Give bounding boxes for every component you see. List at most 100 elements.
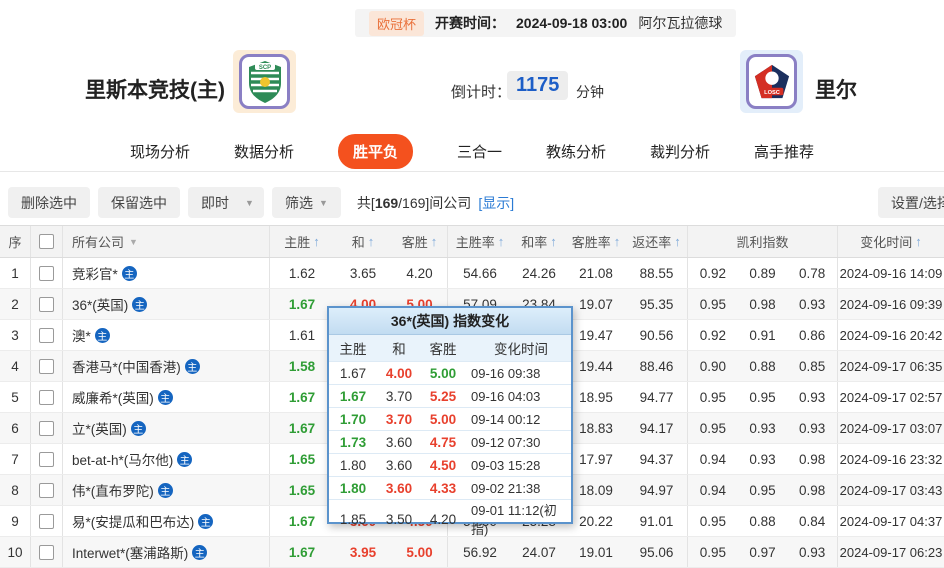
popup-change-time: 09-16 04:03 bbox=[471, 388, 541, 404]
company-cell: 伟*(直布罗陀) 主 bbox=[63, 475, 270, 505]
league-badge: 欧冠杯 bbox=[369, 10, 425, 36]
row-checkbox[interactable] bbox=[39, 389, 54, 405]
popup-odds-draw: 3.70 bbox=[385, 411, 413, 427]
kelly-away: 0.93 bbox=[799, 296, 826, 312]
settings-select-button[interactable]: 设置/选择 bbox=[878, 187, 944, 218]
company-name[interactable]: Interwet*(塞浦路斯) bbox=[72, 546, 189, 561]
popup-odds-away: 5.25 bbox=[429, 388, 457, 404]
popup-change-time: 09-16 09:38 bbox=[471, 365, 541, 381]
kelly-cell: 0.95 0.93 0.93 bbox=[688, 413, 838, 443]
kickoff-label: 开赛时间： bbox=[435, 15, 506, 31]
sort-up-icon: ↑ bbox=[550, 234, 557, 249]
popup-history-row: 1.67 3.70 5.25 09-16 04:03 bbox=[329, 384, 571, 407]
kelly-away: 0.85 bbox=[799, 358, 826, 374]
popup-history-row: 1.70 3.70 5.00 09-14 00:12 bbox=[329, 407, 571, 430]
kelly-draw: 0.95 bbox=[749, 389, 776, 405]
row-checkbox[interactable] bbox=[39, 296, 54, 312]
away-team-logo: LOSC bbox=[740, 50, 803, 113]
main-market-badge-icon: 主 bbox=[157, 482, 173, 498]
row-checkbox-cell bbox=[31, 382, 63, 412]
kelly-home: 0.95 bbox=[699, 513, 726, 529]
row-checkbox[interactable] bbox=[39, 513, 54, 529]
time-filter-value: 即时 bbox=[201, 194, 229, 211]
main-market-badge-icon: 主 bbox=[177, 451, 193, 467]
header-home-rate[interactable]: 主胜率 ↑ bbox=[455, 234, 505, 250]
change-time: 2024-09-16 09:39 bbox=[839, 296, 943, 312]
row-checkbox-cell bbox=[31, 289, 63, 319]
rate-away: 20.22 bbox=[579, 513, 613, 529]
header-draw-odds[interactable]: 和 ↑ bbox=[351, 234, 375, 250]
header-home-odds[interactable]: 主胜 ↑ bbox=[284, 234, 320, 250]
tab-live-analysis[interactable]: 现场分析 bbox=[129, 143, 190, 161]
row-checkbox[interactable] bbox=[39, 420, 54, 436]
header-away-rate[interactable]: 客胜率 ↑ bbox=[571, 234, 621, 250]
header-payout-rate[interactable]: 返还率 ↑ bbox=[626, 226, 688, 257]
company-name[interactable]: 36*(英国) bbox=[72, 298, 129, 313]
row-checkbox[interactable] bbox=[39, 265, 54, 281]
delete-selected-button[interactable]: 删除选中 bbox=[8, 187, 90, 218]
popup-history-row: 1.67 4.00 5.00 09-16 09:38 bbox=[329, 361, 571, 384]
popup-header-away: 客胜 bbox=[429, 342, 457, 357]
company-name[interactable]: 立*(英国) bbox=[72, 422, 127, 437]
tab-referee-analysis[interactable]: 裁判分析 bbox=[650, 143, 711, 161]
row-checkbox[interactable] bbox=[39, 358, 54, 374]
payout-rate: 94.77 bbox=[626, 382, 688, 412]
row-checkbox[interactable] bbox=[39, 544, 54, 560]
keep-selected-button[interactable]: 保留选中 bbox=[98, 187, 180, 218]
popup-odds-away: 5.00 bbox=[429, 365, 457, 381]
countdown-label: 倒计时： bbox=[451, 84, 512, 101]
header-change-time[interactable]: 变化时间 ↑ bbox=[860, 234, 922, 250]
kelly-home: 0.90 bbox=[699, 358, 726, 374]
header-kelly: 凯利指数 bbox=[688, 226, 838, 257]
change-time: 2024-09-17 03:07 bbox=[839, 420, 943, 436]
tab-expert-recommend[interactable]: 高手推荐 bbox=[754, 143, 815, 161]
row-checkbox[interactable] bbox=[39, 327, 54, 343]
kelly-cell: 0.92 0.89 0.78 bbox=[688, 258, 838, 288]
kelly-home: 0.92 bbox=[699, 265, 726, 281]
kelly-away: 0.86 bbox=[799, 327, 826, 343]
popup-odds-away: 4.50 bbox=[429, 457, 457, 473]
company-name[interactable]: 伟*(直布罗陀) bbox=[72, 484, 154, 499]
tab-win-draw-lose[interactable]: 胜平负 bbox=[337, 133, 413, 169]
row-checkbox[interactable] bbox=[39, 482, 54, 498]
row-checkbox[interactable] bbox=[39, 451, 54, 467]
rate-away: 19.44 bbox=[579, 358, 613, 374]
header-company[interactable]: 所有公司 ▼ bbox=[63, 226, 270, 257]
select-all-checkbox[interactable] bbox=[39, 234, 54, 249]
tab-coach-analysis[interactable]: 教练分析 bbox=[546, 143, 607, 161]
filter-dropdown[interactable]: 筛选 ▼ bbox=[272, 187, 341, 218]
row-index: 6 bbox=[0, 413, 31, 443]
popup-history-row: 1.80 3.60 4.50 09-03 15:28 bbox=[329, 453, 571, 476]
header-select-all bbox=[31, 226, 63, 257]
odds-draw: 3.95 bbox=[349, 544, 377, 560]
kelly-draw: 0.89 bbox=[749, 265, 776, 281]
popup-odds-draw: 3.60 bbox=[385, 480, 413, 496]
header-draw-rate[interactable]: 和率 ↑ bbox=[521, 234, 557, 250]
tab-three-in-one[interactable]: 三合一 bbox=[456, 143, 502, 161]
company-name[interactable]: 威廉希*(英国) bbox=[72, 391, 154, 406]
svg-text:SCP: SCP bbox=[258, 65, 270, 71]
company-name[interactable]: 澳* bbox=[72, 329, 91, 344]
chevron-down-icon: ▼ bbox=[245, 197, 254, 208]
popup-header-time: 变化时间 bbox=[494, 342, 548, 357]
company-cell: 36*(英国) 主 bbox=[63, 289, 270, 319]
odds-home: 1.67 bbox=[288, 513, 316, 529]
payout-rate: 94.17 bbox=[626, 413, 688, 443]
popup-odds-away: 4.75 bbox=[429, 434, 457, 450]
company-name[interactable]: 香港马*(中国香港) bbox=[72, 360, 181, 375]
odds-home: 1.67 bbox=[288, 544, 316, 560]
popup-history-row: 1.73 3.60 4.75 09-12 07:30 bbox=[329, 430, 571, 453]
sort-up-icon: ↑ bbox=[915, 234, 922, 249]
row-index: 1 bbox=[0, 258, 31, 288]
header-away-odds[interactable]: 客胜 ↑ bbox=[392, 226, 448, 257]
company-name[interactable]: 易*(安提瓜和巴布达) bbox=[72, 515, 195, 530]
odds-home: 1.67 bbox=[288, 389, 316, 405]
show-link[interactable]: [显示] bbox=[478, 194, 515, 211]
tab-data-analysis[interactable]: 数据分析 bbox=[233, 143, 294, 161]
main-market-badge-icon: 主 bbox=[184, 358, 200, 374]
time-filter-dropdown[interactable]: 即时 ▼ bbox=[188, 187, 264, 218]
change-time: 2024-09-17 03:43 bbox=[839, 482, 943, 498]
company-name[interactable]: 竞彩官* bbox=[72, 267, 118, 282]
company-name[interactable]: bet-at-h*(马尔他) bbox=[72, 453, 174, 468]
row-index: 3 bbox=[0, 320, 31, 350]
